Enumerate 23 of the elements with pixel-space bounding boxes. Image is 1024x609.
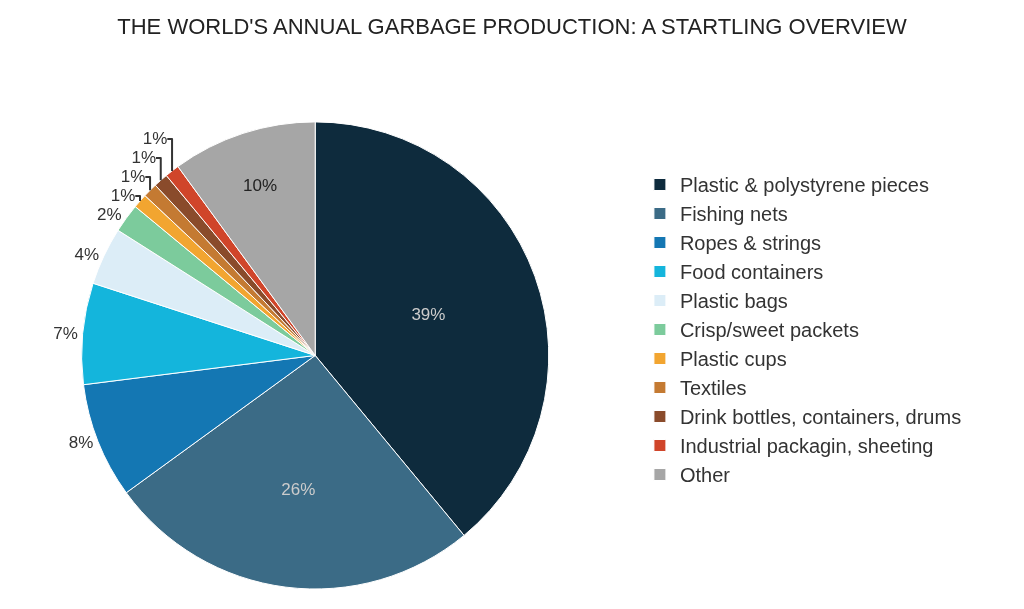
data-label: 10% xyxy=(243,176,278,196)
legend-label: Plastic bags xyxy=(679,290,788,313)
legend-label: Food containers xyxy=(679,261,824,284)
legend-label: Other xyxy=(679,464,731,487)
data-label: 7% xyxy=(53,323,78,343)
legend-label: Plastic & polystyrene pieces xyxy=(679,174,929,197)
data-label: 1% xyxy=(120,167,146,187)
data-label: 8% xyxy=(68,433,94,453)
legend-label: Fishing nets xyxy=(679,203,788,226)
data-label: 1% xyxy=(110,186,136,206)
legend-label: Crisp/sweet packets xyxy=(679,319,859,342)
data-label: 4% xyxy=(74,244,100,264)
data-label: 26% xyxy=(281,479,316,499)
chart-title: THE WORLD'S ANNUAL GARBAGE PRODUCTION: A STARTLING OVERVIEW xyxy=(117,13,907,39)
data-label: 2% xyxy=(96,205,122,225)
data-label: 1% xyxy=(142,129,168,149)
legend-label: Ropes & strings xyxy=(679,232,822,255)
data-label: 1% xyxy=(131,148,156,168)
legend-label: Textiles xyxy=(679,377,747,400)
data-label: 39% xyxy=(411,305,446,325)
legend-label: Plastic cups xyxy=(679,348,787,371)
legend-label: Drink bottles, containers, drums xyxy=(679,406,962,429)
legend-label: Industrial packagin, sheeting xyxy=(679,435,934,458)
